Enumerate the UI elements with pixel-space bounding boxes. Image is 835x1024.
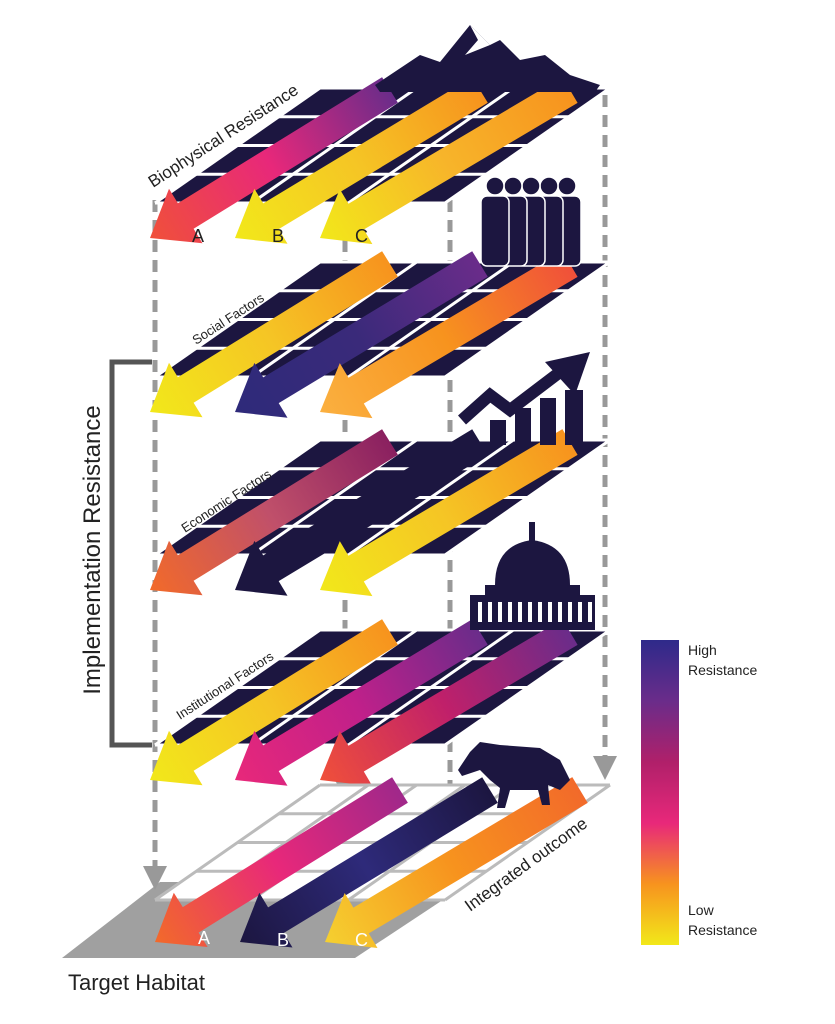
legend-label-line: Resistance <box>688 922 757 938</box>
arrow-label-c-bottom: C <box>355 930 368 950</box>
legend-high-label: High Resistance <box>688 642 757 678</box>
arrow-label-b-bottom: B <box>277 930 289 950</box>
pathway-arrow-b <box>235 251 488 418</box>
capitol-icon <box>470 522 595 630</box>
mountain-icon <box>375 25 600 92</box>
arrow-label-a-bottom: A <box>198 928 210 948</box>
pathway-arrow-c <box>320 77 578 245</box>
layer-social <box>150 251 611 419</box>
implementation-resistance-label: Implementation Resistance <box>79 405 106 694</box>
pathway-arrow-b <box>235 77 488 244</box>
integrated-arrow-a <box>155 777 408 947</box>
implementation-bracket <box>109 359 152 748</box>
growth-chart-icon <box>458 352 590 445</box>
mountain-snow <box>465 25 490 55</box>
pathway-arrow-a <box>150 251 398 418</box>
wolf-icon <box>458 742 570 808</box>
layer-biophysical <box>150 77 611 245</box>
pathway-arrow-c <box>320 429 578 597</box>
integrated-arrow-c <box>325 777 588 948</box>
target-habitat-label: Target Habitat <box>68 970 205 995</box>
layer-institutional <box>150 619 611 787</box>
pathway-arrow-a <box>150 77 398 244</box>
projection-arrowhead-icon <box>143 866 167 890</box>
arrow-label-c-top: C <box>355 226 368 246</box>
people-icon <box>480 176 582 267</box>
pathway-arrow-a <box>150 429 398 596</box>
arrow-label-b-top: B <box>272 226 284 246</box>
pathway-arrow-b <box>235 429 488 596</box>
legend-low: Low <box>688 902 715 918</box>
legend-label-line: Resistance <box>688 662 757 678</box>
pathway-arrow-b <box>235 619 488 786</box>
integrated-arrow-b <box>240 777 498 948</box>
layer-economic <box>150 429 611 597</box>
layer-integrated <box>154 777 611 948</box>
pathway-arrow-a <box>150 619 398 786</box>
arrow-label-a-top: A <box>192 226 204 246</box>
legend-high: High <box>688 642 717 658</box>
pathway-arrow-c <box>320 619 578 787</box>
resistance-color-scale <box>641 640 679 945</box>
legend-low-label: Low Resistance <box>688 902 757 938</box>
projection-arrowhead-icon <box>593 756 617 780</box>
pathway-arrow-c <box>320 251 578 419</box>
